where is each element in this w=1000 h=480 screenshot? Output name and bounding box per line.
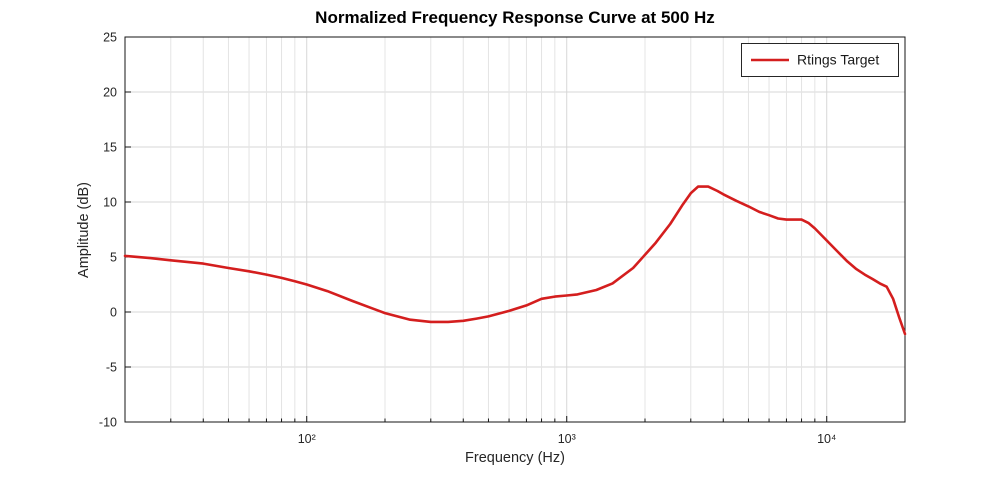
chart-title: Normalized Frequency Response Curve at 5… [315,8,715,27]
legend: Rtings Target [741,43,899,77]
curve-rtings-target [123,185,907,336]
x-axis-label: Frequency (Hz) [465,450,565,466]
legend-label: Rtings Target [797,52,879,68]
y-tick-label: 20 [103,86,117,100]
tick-label-layer: -10 -5 0 5 10 15 20 25 10² 10³ 10⁴ [99,31,836,447]
x-tick-label: 10⁴ [817,432,836,446]
y-tick-label: 25 [103,31,117,45]
y-tick-label: 10 [103,196,117,210]
y-tick-label: 5 [110,251,117,265]
y-tick-label: 0 [110,306,117,320]
y-axis-label: Amplitude (dB) [76,182,92,278]
x-tick-label: 10³ [558,432,576,446]
y-tick-label: -10 [99,416,117,430]
tick-layer [125,36,828,423]
y-tick-label: -5 [106,361,117,375]
series-layer [123,185,907,336]
grid-layer [125,37,905,422]
y-tick-label: 15 [103,141,117,155]
plot-box [124,36,906,423]
legend-box [741,43,899,77]
x-tick-label: 10² [298,432,316,446]
